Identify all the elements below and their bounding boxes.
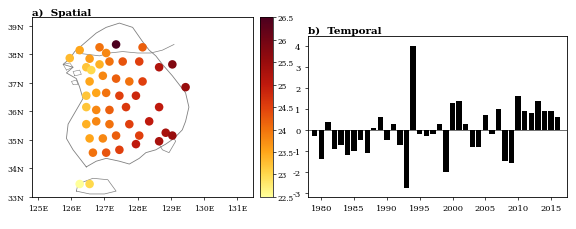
Bar	[430, 130, 435, 134]
Bar	[312, 130, 317, 136]
Point	[125, 123, 134, 126]
Point	[115, 94, 124, 98]
Bar	[358, 130, 363, 141]
Point	[118, 60, 127, 64]
Bar	[529, 114, 534, 130]
Point	[92, 109, 101, 112]
Bar	[535, 101, 540, 130]
Bar	[417, 130, 422, 134]
Point	[105, 60, 114, 64]
Bar	[541, 112, 547, 130]
Point	[145, 120, 154, 124]
Bar	[476, 130, 482, 147]
Bar	[365, 130, 370, 153]
Bar	[548, 112, 554, 130]
Point	[85, 182, 94, 186]
Point	[75, 182, 84, 186]
Bar	[444, 130, 449, 172]
Bar	[397, 130, 403, 145]
Point	[125, 80, 134, 84]
Point	[138, 80, 147, 84]
Point	[101, 52, 111, 56]
Point	[86, 69, 96, 73]
Point	[135, 60, 144, 64]
Point	[95, 63, 104, 67]
Point	[98, 75, 108, 78]
Point	[112, 77, 121, 81]
Point	[122, 106, 131, 109]
Point	[168, 63, 177, 67]
Point	[135, 134, 144, 138]
Bar	[555, 118, 560, 130]
Point	[65, 57, 74, 61]
Bar	[391, 124, 396, 130]
Bar	[345, 130, 350, 155]
Bar	[423, 130, 429, 136]
Text: a)  Spatial: a) Spatial	[32, 8, 91, 18]
Bar	[502, 130, 507, 161]
Point	[112, 44, 121, 47]
Point	[112, 134, 121, 138]
Bar	[522, 112, 528, 130]
Point	[85, 58, 94, 61]
Bar	[489, 130, 495, 134]
Point	[92, 92, 101, 95]
Point	[98, 137, 108, 141]
Point	[154, 140, 164, 144]
Bar	[384, 130, 389, 141]
Point	[88, 151, 97, 155]
Point	[181, 86, 190, 90]
Bar	[371, 128, 377, 130]
Bar	[483, 116, 488, 130]
Bar	[463, 124, 468, 130]
Bar	[516, 97, 521, 130]
Point	[154, 106, 164, 109]
Point	[168, 134, 177, 138]
Bar	[351, 130, 357, 151]
Bar	[456, 101, 462, 130]
Point	[154, 66, 164, 70]
Point	[131, 143, 141, 146]
Point	[82, 66, 91, 70]
Point	[115, 148, 124, 152]
Point	[161, 131, 170, 135]
Point	[82, 94, 91, 98]
Point	[138, 46, 147, 50]
Bar	[404, 130, 410, 189]
Point	[85, 80, 94, 84]
Point	[105, 109, 114, 112]
Bar	[469, 130, 475, 147]
Point	[105, 123, 114, 126]
Point	[101, 151, 111, 155]
Bar	[411, 47, 416, 130]
Text: b)  Temporal: b) Temporal	[308, 27, 382, 36]
Point	[85, 137, 94, 141]
Point	[92, 120, 101, 124]
Bar	[509, 130, 514, 164]
Bar	[450, 103, 455, 130]
Bar	[332, 130, 337, 149]
Bar	[378, 118, 383, 130]
Bar	[338, 130, 344, 145]
Point	[82, 123, 91, 126]
Bar	[437, 124, 442, 130]
Point	[95, 46, 104, 50]
Bar	[319, 130, 324, 159]
Bar	[496, 109, 501, 130]
Point	[75, 49, 84, 53]
Bar	[325, 122, 331, 130]
Point	[131, 94, 141, 98]
Point	[101, 92, 111, 95]
Point	[82, 106, 91, 109]
